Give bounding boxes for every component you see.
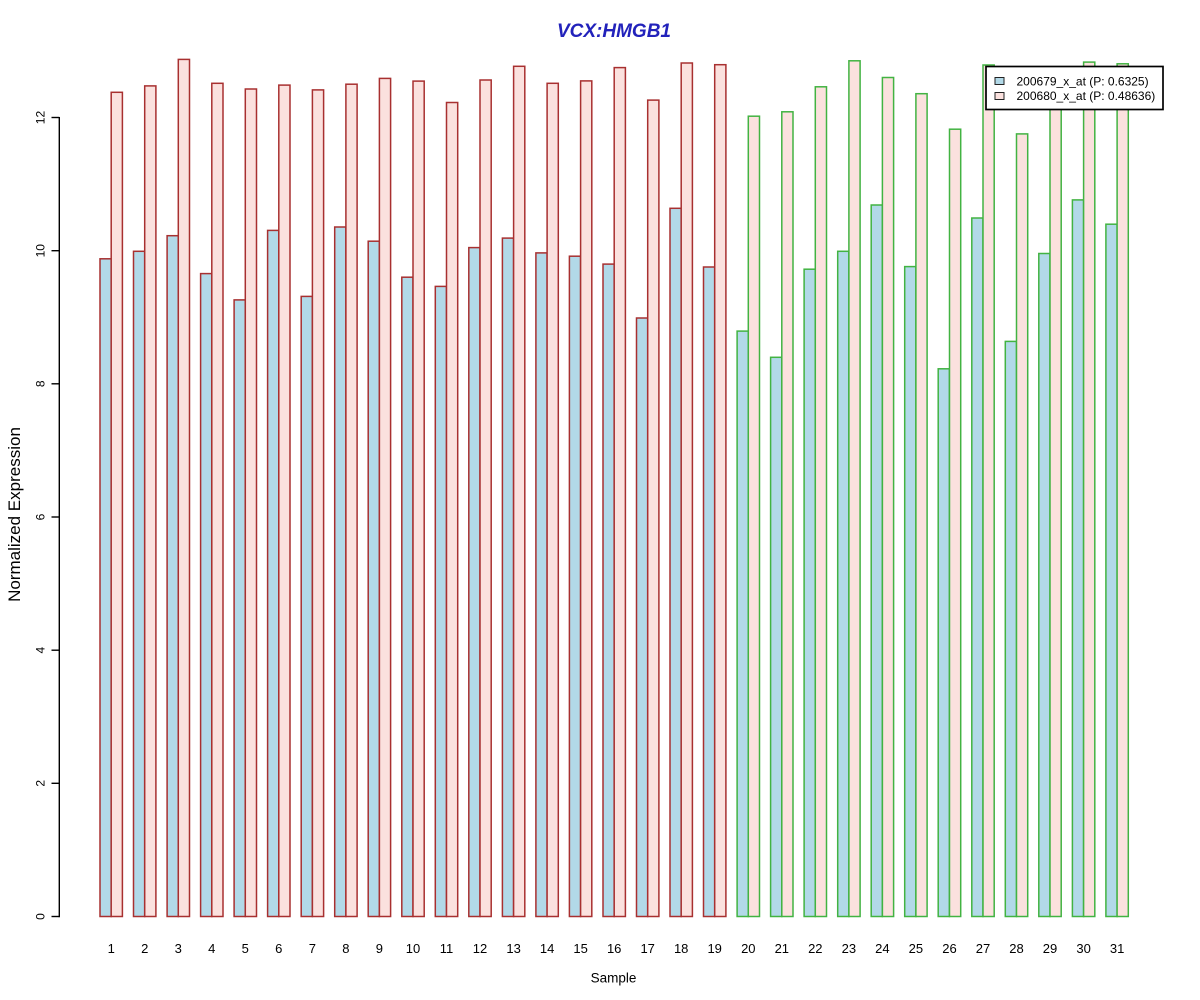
svg-text:1: 1 xyxy=(108,941,115,956)
svg-text:4: 4 xyxy=(208,941,215,956)
svg-text:0: 0 xyxy=(33,913,47,920)
svg-text:27: 27 xyxy=(976,941,990,956)
svg-text:12: 12 xyxy=(473,941,487,956)
svg-text:13: 13 xyxy=(506,941,520,956)
svg-text:200680_x_at (P: 0.48636): 200680_x_at (P: 0.48636) xyxy=(1017,89,1156,103)
svg-text:5: 5 xyxy=(242,941,249,956)
svg-text:6: 6 xyxy=(275,941,282,956)
svg-text:7: 7 xyxy=(309,941,316,956)
svg-text:17: 17 xyxy=(640,941,654,956)
svg-text:22: 22 xyxy=(808,941,822,956)
svg-text:30: 30 xyxy=(1076,941,1090,956)
svg-text:23: 23 xyxy=(842,941,856,956)
svg-text:21: 21 xyxy=(775,941,789,956)
svg-text:29: 29 xyxy=(1043,941,1057,956)
svg-text:200679_x_at (P: 0.6325): 200679_x_at (P: 0.6325) xyxy=(1017,75,1149,89)
svg-text:10: 10 xyxy=(33,244,47,258)
svg-text:19: 19 xyxy=(707,941,721,956)
svg-text:10: 10 xyxy=(406,941,420,956)
svg-text:11: 11 xyxy=(440,941,454,956)
svg-text:Normalized Expression: Normalized Expression xyxy=(5,427,24,602)
svg-text:4: 4 xyxy=(33,647,47,654)
svg-text:20: 20 xyxy=(741,941,755,956)
svg-text:25: 25 xyxy=(909,941,923,956)
svg-text:24: 24 xyxy=(875,941,889,956)
svg-text:VCX:HMGB1: VCX:HMGB1 xyxy=(557,21,671,42)
svg-text:12: 12 xyxy=(33,111,47,125)
svg-text:6: 6 xyxy=(33,513,47,520)
svg-text:8: 8 xyxy=(33,380,47,387)
svg-text:15: 15 xyxy=(573,941,587,956)
svg-text:Sample: Sample xyxy=(591,971,637,986)
svg-text:16: 16 xyxy=(607,941,621,956)
svg-text:2: 2 xyxy=(33,780,47,787)
svg-text:9: 9 xyxy=(376,941,383,956)
svg-text:28: 28 xyxy=(1009,941,1023,956)
svg-text:14: 14 xyxy=(540,941,554,956)
svg-text:3: 3 xyxy=(175,941,182,956)
svg-text:8: 8 xyxy=(342,941,349,956)
svg-text:2: 2 xyxy=(141,941,148,956)
svg-text:26: 26 xyxy=(942,941,956,956)
svg-text:31: 31 xyxy=(1110,941,1124,956)
svg-text:18: 18 xyxy=(674,941,688,956)
